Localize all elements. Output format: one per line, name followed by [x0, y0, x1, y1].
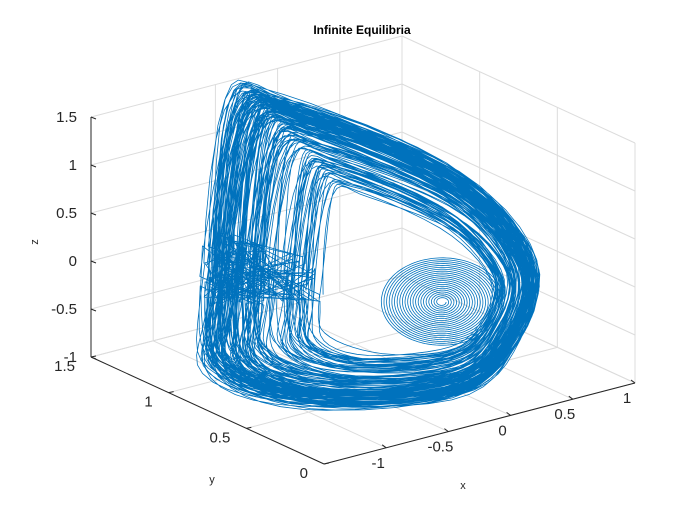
grid-line: [90, 35, 403, 118]
z-tick-mark: [90, 356, 97, 360]
y-axis-line: [90, 356, 325, 465]
y-tick-label: 0.5: [209, 429, 230, 446]
z-tick-label: 1: [69, 157, 77, 174]
grid-line: [277, 307, 511, 416]
grid-line: [339, 291, 574, 400]
attractor-inner-spiral: [380, 257, 505, 346]
y-tick-label: 1: [144, 394, 152, 411]
trace-layer: [196, 79, 541, 411]
x-tick-mark: [630, 379, 636, 384]
z-tick-label: -1: [64, 349, 77, 366]
x-tick-mark: [506, 411, 511, 416]
z-tick-mark: [90, 260, 97, 264]
grid-line: [401, 131, 636, 240]
x-axis-label: x: [460, 480, 466, 492]
x-tick-label: 0: [498, 422, 506, 439]
grid-line: [401, 35, 636, 144]
y-tick-mark: [323, 462, 330, 465]
x-tick-label: -1: [372, 455, 385, 472]
grid-line: [401, 83, 636, 192]
x-axis-line: [323, 382, 636, 465]
z-axis-label: z: [29, 239, 41, 245]
axis-layer: [90, 116, 636, 465]
z-tick-label: 1.5: [56, 109, 77, 126]
x-tick-label: 0.5: [554, 406, 575, 423]
x-tick-mark: [568, 395, 574, 400]
grid-line: [90, 83, 403, 166]
z-tick-mark: [90, 164, 97, 168]
x-tick-label: -0.5: [427, 439, 453, 456]
y-axis-label: y: [209, 474, 215, 486]
y-tick-label: 0: [300, 465, 308, 482]
x-tick-mark: [381, 444, 387, 449]
y-tick-label: 1.5: [54, 358, 75, 375]
y-tick-mark: [168, 391, 174, 394]
y-tick-mark: [246, 426, 252, 429]
z-tick-label: 0: [69, 253, 77, 270]
x-tick-label: 1: [623, 390, 631, 407]
chart-title: Infinite Equilibria: [313, 23, 411, 37]
z-tick-mark: [90, 308, 97, 312]
z-tick-label: 0.5: [56, 205, 77, 222]
z-tick-label: -0.5: [51, 301, 77, 318]
z-tick-mark: [90, 212, 97, 216]
grid-line: [90, 227, 403, 310]
z-tick-mark: [90, 116, 97, 120]
x-tick-mark: [444, 428, 449, 433]
attractor-outer-loops: [196, 79, 541, 411]
